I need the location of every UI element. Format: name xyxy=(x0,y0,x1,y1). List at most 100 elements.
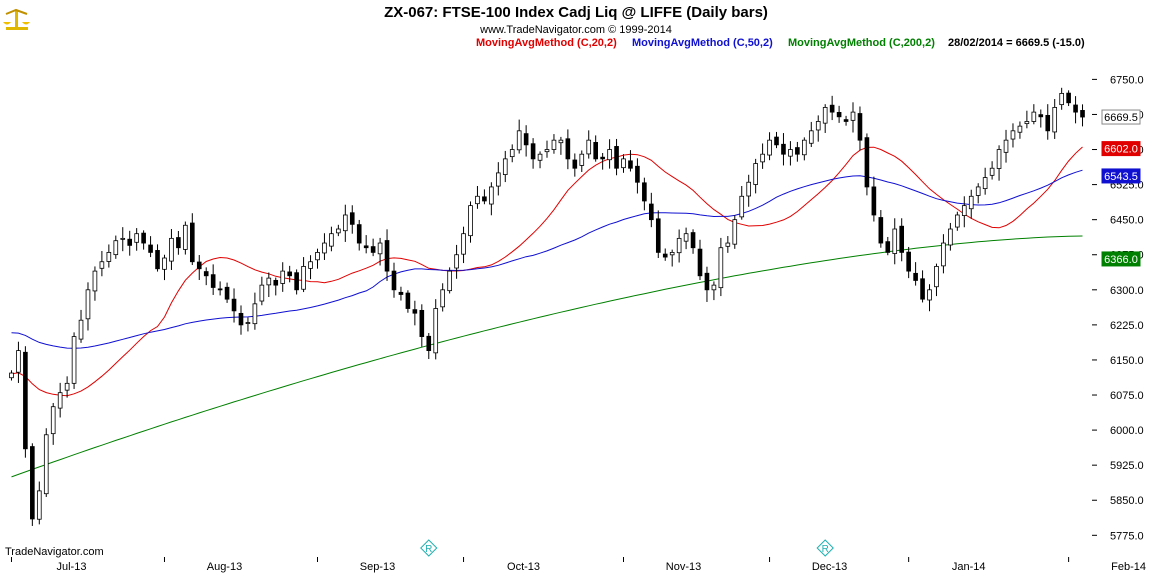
candle-body xyxy=(273,279,279,286)
price-tag-label: 6543.5 xyxy=(1104,171,1138,183)
candle-body xyxy=(398,291,404,295)
candle-body xyxy=(447,270,452,292)
y-tick-label: 6225.0 xyxy=(1110,320,1144,332)
candle-body xyxy=(614,146,619,169)
candle-body xyxy=(676,237,682,254)
candle-body xyxy=(9,372,14,379)
ma-line-50 xyxy=(11,169,1083,349)
candle-body xyxy=(920,278,925,300)
chart-title: ZX-067: FTSE-100 Index Cadj Liq @ LIFFE … xyxy=(384,4,768,21)
candle-body xyxy=(384,240,390,272)
y-tick-label: 6000.0 xyxy=(1110,425,1144,437)
candle-body xyxy=(203,271,209,277)
candle-body xyxy=(349,212,355,225)
price-tag-label: 6602.0 xyxy=(1104,144,1138,156)
y-tick-label: 6300.0 xyxy=(1110,285,1144,297)
candle-body xyxy=(322,242,327,254)
candle-body xyxy=(468,205,473,237)
y-tick-label: 5925.0 xyxy=(1110,460,1144,472)
last-bar-readout: 28/02/2014 = 6669.5 (-15.0) xyxy=(948,37,1085,49)
candle-body xyxy=(356,224,362,244)
candle-body xyxy=(50,406,56,435)
x-tick-label: Oct-13 xyxy=(507,561,540,573)
candle-body xyxy=(551,139,557,150)
candle-body xyxy=(649,203,654,221)
footer-brand: TradeNavigator.com xyxy=(5,546,104,558)
candle-body xyxy=(788,149,793,157)
chart-subtitle: www.TradeNavigator.com © 1999-2014 xyxy=(479,24,672,36)
candle-body xyxy=(982,177,988,190)
candle-body xyxy=(301,266,306,290)
x-tick-label: Dec-13 xyxy=(812,561,847,573)
registered-r-glyph: R xyxy=(822,544,829,555)
x-tick-label: Sep-13 xyxy=(360,561,395,573)
candle-body xyxy=(885,241,891,253)
candle-body xyxy=(266,277,272,286)
candle-body xyxy=(607,149,612,161)
candle-body xyxy=(739,195,745,218)
price-tag-box xyxy=(1101,109,1141,125)
candle-body xyxy=(141,232,146,244)
candle-body xyxy=(725,242,731,247)
registered-r-diamond-icon xyxy=(420,539,438,557)
candle-body xyxy=(1052,107,1058,133)
candle-body xyxy=(565,138,571,160)
x-tick-label: Jul-13 xyxy=(56,561,86,573)
candle-body xyxy=(586,139,592,155)
candle-body xyxy=(238,312,244,326)
candle-body xyxy=(808,130,814,144)
candle-body xyxy=(1003,139,1009,153)
candle-body xyxy=(537,153,543,161)
candle-body xyxy=(252,303,258,325)
candle-body xyxy=(329,233,334,247)
candle-body xyxy=(1073,104,1078,113)
candle-body xyxy=(927,289,932,301)
candle-body xyxy=(1010,130,1016,140)
candle-body xyxy=(461,233,466,255)
candle-body xyxy=(690,232,696,249)
x-axis: Jul-13 Aug-13 Sep-13 Oct-13 Nov-13 Dec-13 Jan-… xyxy=(10,557,1146,573)
candle-body xyxy=(544,149,550,153)
candle-body xyxy=(948,228,953,246)
candle-body xyxy=(127,238,133,246)
candle-body xyxy=(1059,93,1064,106)
price-tag-label: 6366.0 xyxy=(1104,254,1138,266)
candle-body xyxy=(572,159,578,169)
candle-body xyxy=(78,319,84,340)
price-tag-box xyxy=(1101,251,1141,267)
x-tick-label: Nov-13 xyxy=(666,561,701,573)
candle-body xyxy=(85,289,91,320)
candle-body xyxy=(224,286,230,300)
candle-body xyxy=(843,119,849,122)
candle-body xyxy=(454,254,459,269)
candle-body xyxy=(1031,111,1037,122)
candle-body xyxy=(231,298,237,312)
candle-body xyxy=(704,272,710,291)
candle-body xyxy=(502,158,508,175)
moving-average-lines xyxy=(11,146,1083,478)
candle-body xyxy=(176,237,181,249)
candle-body xyxy=(36,490,42,520)
price-bars xyxy=(9,87,1085,526)
y-tick-label: 6075.0 xyxy=(1110,390,1144,402)
legend-ma50: MovingAvgMethod (C,50,2) xyxy=(632,37,773,49)
candle-body xyxy=(183,224,188,250)
candle-body xyxy=(148,244,153,253)
candle-body xyxy=(412,309,418,314)
candle-body xyxy=(113,240,119,256)
ma-line-200 xyxy=(11,235,1083,478)
candle-body xyxy=(162,257,167,270)
candle-body xyxy=(718,247,724,289)
candle-body xyxy=(516,130,522,151)
candle-body xyxy=(683,233,689,242)
candle-body xyxy=(829,104,835,113)
candle-body xyxy=(1024,121,1030,125)
candle-body xyxy=(523,133,529,146)
candle-body xyxy=(593,142,598,160)
candle-body xyxy=(370,246,376,253)
candle-body xyxy=(655,218,661,253)
legend-ma20: MovingAvgMethod (C,20,2) xyxy=(476,37,617,49)
candle-body xyxy=(760,153,765,163)
candle-body xyxy=(30,446,35,520)
